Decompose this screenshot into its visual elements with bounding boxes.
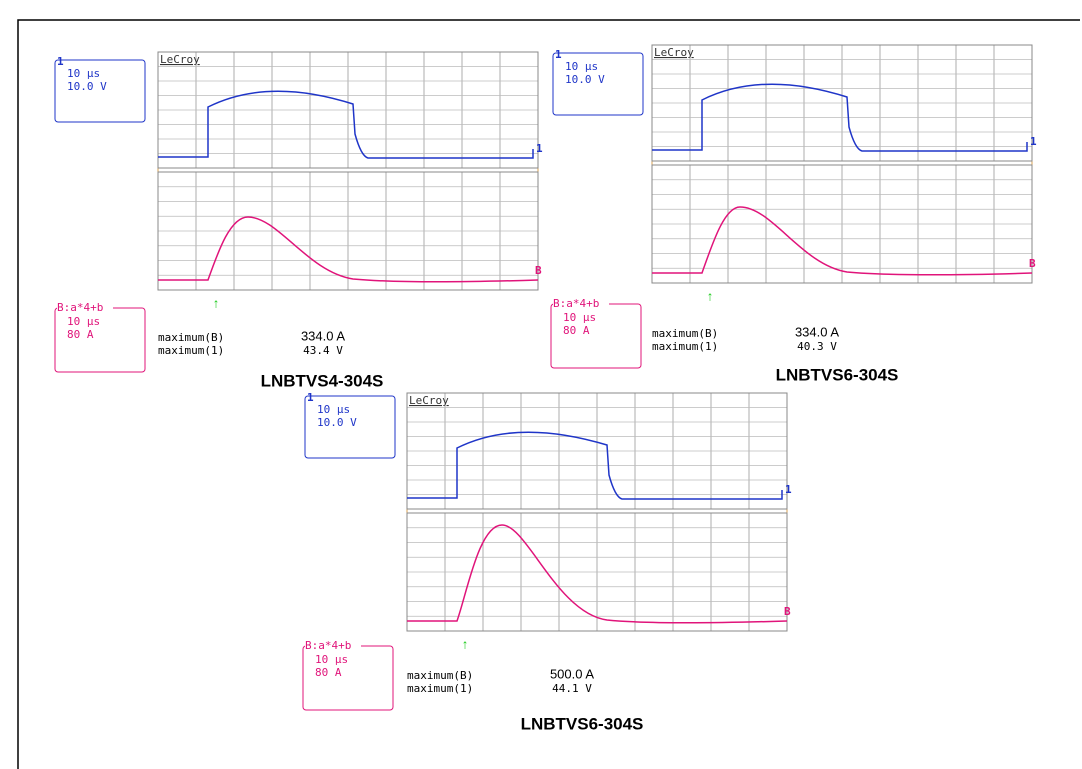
math-amp: 80 A <box>315 666 342 679</box>
math-label: B:a*4+b <box>305 639 351 652</box>
math-time: 10 μs <box>315 653 348 666</box>
max-b-label: maximum(B) <box>158 331 224 344</box>
current-trace <box>652 206 1033 276</box>
channel-time: 10 μs <box>67 67 100 80</box>
channel-box <box>552 52 644 116</box>
brand: LeCroy <box>409 394 449 407</box>
channel-marker: 1 <box>555 48 562 61</box>
max-b-label: maximum(B) <box>407 669 473 682</box>
channel-box <box>54 59 146 123</box>
max-1-label: maximum(1) <box>158 344 224 357</box>
grid-frame <box>157 51 539 169</box>
channel-volt: 10.0 V <box>67 80 107 93</box>
channel-time: 10 μs <box>317 403 350 416</box>
math-box-bg <box>57 302 113 314</box>
max-1-value: 43.4 V <box>303 344 343 357</box>
math-box-bg <box>305 640 361 652</box>
channel-time: 10 μs <box>565 60 598 73</box>
voltage-trace <box>652 83 1028 152</box>
brand: LeCroy <box>160 53 200 66</box>
trace-tag: 1 <box>536 142 543 155</box>
math-box-bg <box>553 298 609 310</box>
current-trace <box>407 524 788 624</box>
max-1-label: maximum(1) <box>652 340 718 353</box>
max-b-value: 334.0 A <box>301 328 345 343</box>
device-label: LNBTVS6-304S <box>521 714 644 733</box>
math-label: B:a*4+b <box>57 301 103 314</box>
grid-frame <box>406 392 788 510</box>
voltage-trace <box>407 431 783 500</box>
channel-volt: 10.0 V <box>565 73 605 86</box>
trace-tag: B <box>1029 257 1036 270</box>
grid-frame <box>406 512 788 632</box>
math-amp: 80 A <box>67 328 94 341</box>
trace-tag: 1 <box>1030 135 1037 148</box>
max-b-label: maximum(B) <box>652 327 718 340</box>
max-1-value: 44.1 V <box>552 682 592 695</box>
max-b-value: 334.0 A <box>795 324 839 339</box>
channel-marker: 1 <box>307 391 314 404</box>
trigger-marker: ↑ <box>213 295 220 310</box>
max-b-value: 500.0 A <box>550 666 594 681</box>
math-label: B:a*4+b <box>553 297 599 310</box>
trace-tag: B <box>784 605 791 618</box>
brand: LeCroy <box>654 46 694 59</box>
trigger-marker: ↑ <box>462 636 469 651</box>
grid-frame <box>651 44 1033 162</box>
trace-tag: 1 <box>785 483 792 496</box>
device-label: LNBTVS4-304S <box>261 371 384 390</box>
device-label: LNBTVS6-304S <box>776 365 899 384</box>
channel-marker: 1 <box>57 55 64 68</box>
max-1-label: maximum(1) <box>407 682 473 695</box>
channel-box <box>304 395 396 459</box>
figure-border <box>17 19 1080 769</box>
channel-volt: 10.0 V <box>317 416 357 429</box>
trace-tag: B <box>535 264 542 277</box>
grid-frame <box>651 164 1033 284</box>
math-time: 10 μs <box>67 315 100 328</box>
max-1-value: 40.3 V <box>797 340 837 353</box>
trigger-marker: ↑ <box>707 288 714 303</box>
grid-frame <box>157 171 539 291</box>
current-trace <box>158 216 539 283</box>
math-time: 10 μs <box>563 311 596 324</box>
math-amp: 80 A <box>563 324 590 337</box>
voltage-trace <box>158 90 534 159</box>
